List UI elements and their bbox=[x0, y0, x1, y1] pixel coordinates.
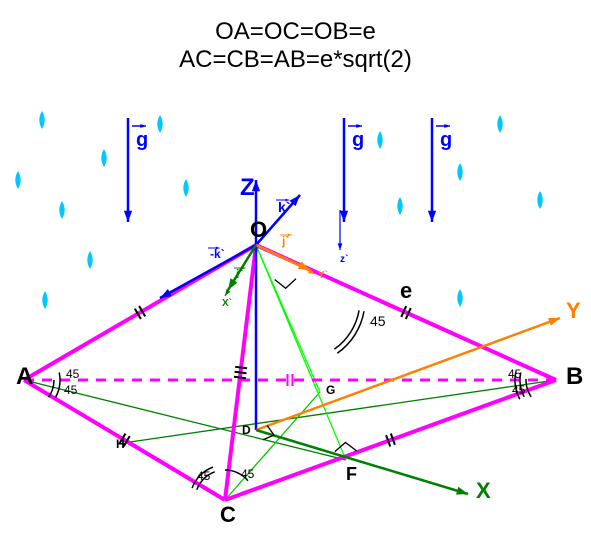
svg-text:45: 45 bbox=[370, 313, 386, 329]
svg-text:C: C bbox=[220, 502, 236, 527]
svg-text:e: e bbox=[400, 278, 412, 303]
svg-text:k`: k` bbox=[278, 199, 290, 215]
geometry-diagram: gggZk`-k`z`Yj`Y`Xi`X`45454545454545OABCD… bbox=[0, 0, 591, 556]
svg-text:B: B bbox=[566, 363, 583, 390]
equation-line-2: AC=CB=AB=e*sqrt(2) bbox=[179, 46, 412, 74]
svg-text:45: 45 bbox=[241, 467, 255, 481]
svg-text:X: X bbox=[476, 478, 491, 503]
svg-text:D: D bbox=[242, 423, 251, 437]
svg-text:45: 45 bbox=[64, 383, 78, 397]
svg-text:45: 45 bbox=[508, 367, 522, 381]
svg-text:45: 45 bbox=[512, 383, 526, 397]
svg-text:Y`: Y` bbox=[318, 270, 328, 281]
svg-text:Y: Y bbox=[566, 298, 581, 323]
svg-text:O: O bbox=[250, 217, 267, 242]
svg-text:G: G bbox=[326, 383, 335, 397]
svg-text:-k`: -k` bbox=[210, 247, 225, 261]
svg-text:H: H bbox=[116, 437, 125, 451]
svg-text:z`: z` bbox=[340, 254, 348, 265]
svg-text:g: g bbox=[136, 129, 148, 151]
svg-text:A: A bbox=[16, 363, 33, 390]
svg-text:45: 45 bbox=[197, 469, 211, 483]
svg-text:g: g bbox=[352, 129, 364, 151]
equation-line-1: OA=OC=OB=e bbox=[215, 18, 376, 46]
svg-text:Z: Z bbox=[240, 174, 255, 201]
svg-text:g: g bbox=[440, 129, 452, 151]
svg-text:F: F bbox=[346, 464, 357, 484]
svg-text:45: 45 bbox=[66, 367, 80, 381]
svg-text:X`: X` bbox=[222, 298, 232, 309]
